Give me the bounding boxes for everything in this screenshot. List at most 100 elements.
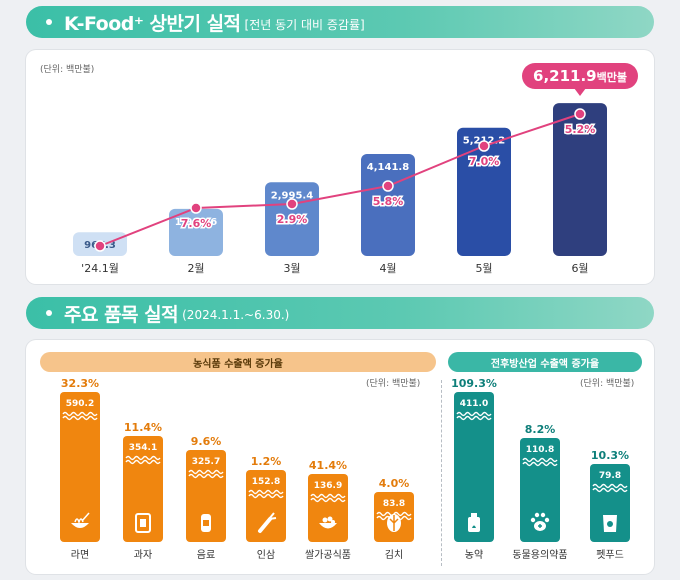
pesticide-icon [468, 513, 480, 532]
x-tick-3: 4월 [379, 262, 396, 275]
x-tick-4: 5월 [475, 262, 492, 275]
industry-label-2: 펫푸드 [596, 549, 624, 561]
item-1-wave-1 [125, 459, 161, 465]
industry-0-wave-0 [456, 411, 492, 417]
item-label-0: 라면 [71, 549, 89, 561]
item-growth-3: 1.2% [251, 455, 282, 468]
ginseng-icon [258, 512, 277, 533]
growth-label-1: 7.6% [181, 217, 212, 230]
industry-value-1: 110.8 [526, 445, 554, 455]
item-value-5: 83.8 [383, 499, 405, 509]
item-3-wave-1 [248, 493, 284, 499]
monthly-chart-panel: (단위: 백만불) 967.3'24.1월1,913.62월2,995.43월4… [26, 50, 654, 284]
industry-bar-1 [520, 438, 560, 542]
item-growth-4: 41.4% [309, 459, 347, 472]
bar-5 [553, 103, 607, 256]
snack-icon [135, 513, 151, 533]
item-value-3: 152.8 [252, 477, 280, 487]
item-bar-0 [60, 392, 100, 542]
item-0-wave-1 [62, 415, 98, 421]
growth-label-5: 5.2% [565, 123, 596, 136]
item-value-1: 354.1 [129, 443, 157, 453]
industry-bar-2 [590, 464, 630, 542]
section-title: K-Food⁺ 상반기 실적 [64, 12, 241, 35]
item-4-wave-1 [310, 497, 346, 503]
bar-1 [169, 208, 223, 256]
noodle-icon [71, 512, 90, 528]
industry-1-wave-1 [522, 461, 558, 467]
drink-icon [201, 514, 211, 532]
unit-label-right: (단위: 백만불) [580, 379, 635, 389]
bar-4 [457, 127, 511, 256]
growth-point-3 [382, 180, 394, 192]
bullet-dot [46, 19, 52, 25]
section-title: 주요 품목 실적 [64, 303, 179, 326]
item-growth-5: 4.0% [379, 477, 410, 490]
item-bar-1 [123, 436, 163, 542]
x-tick-1: 2월 [187, 262, 204, 275]
x-tick-2: 3월 [283, 262, 300, 275]
item-growth-0: 32.3% [61, 377, 99, 390]
item-label-5: 김치 [385, 549, 403, 561]
industry-label-1: 동물용의약품 [512, 549, 567, 561]
item-value-0: 590.2 [66, 399, 94, 409]
section-header-kfood: K-Food⁺ 상반기 실적 [전년 동기 대비 증감률] [26, 6, 654, 38]
industry-growth-1: 8.2% [525, 423, 556, 436]
item-growth-2: 9.6% [191, 435, 222, 448]
item-value-4: 136.9 [314, 481, 342, 491]
growth-point-2 [286, 198, 298, 210]
related-industry-title: 전후방산업 수출액 증가율 [448, 352, 642, 372]
section-header-items: 주요 품목 실적 (2024.1.1.~6.30.) [26, 297, 654, 329]
kimchi-icon [387, 514, 401, 532]
item-2-wave-1 [188, 473, 224, 479]
callout-value: 6,211.9백만불 [533, 67, 627, 85]
unit-label: (단위: 백만불) [40, 65, 95, 75]
monthly-bar-chart: 967.3'24.1월1,913.62월2,995.43월4,141.84월5,… [73, 63, 638, 275]
item-label-2: 음료 [197, 549, 215, 561]
industry-growth-2: 10.3% [591, 449, 629, 462]
callout-pointer [574, 88, 586, 96]
paw-plus-icon [530, 512, 550, 531]
agrifood-title: 농식품 수출액 증가율 [40, 352, 436, 372]
item-growth-1: 11.4% [124, 421, 162, 434]
divider [441, 380, 442, 566]
growth-label-2: 2.9% [277, 213, 308, 226]
bar-value-2: 2,995.4 [271, 190, 313, 201]
industry-value-0: 411.0 [460, 399, 488, 409]
growth-label-4: 7.0% [469, 155, 500, 168]
items-bar-chart: 590.2 32.3% 라면 354.1 11.4% 과자 325.7 9.6% 음료 152.8… [60, 377, 630, 561]
growth-line [99, 113, 581, 247]
industry-0-wave-1 [456, 415, 492, 421]
item-bar-3 [246, 470, 286, 542]
section-subtitle: [전년 동기 대비 증감률] [244, 17, 365, 32]
bar-value-3: 4,141.8 [367, 162, 409, 173]
item-1-wave-0 [125, 455, 161, 461]
item-label-4: 쌀가공식품 [305, 549, 351, 561]
growth-point-0 [94, 240, 106, 252]
section-subtitle: (2024.1.1.~6.30.) [182, 308, 290, 322]
callout-bubble [522, 63, 638, 89]
item-label-3: 인삼 [257, 549, 275, 561]
item-bar-4 [308, 474, 348, 542]
item-label-1: 과자 [134, 549, 152, 561]
item-0-wave-0 [62, 411, 98, 417]
industry-bar-0 [454, 392, 494, 542]
pet-food-icon [603, 515, 617, 532]
growth-point-5 [574, 108, 586, 120]
growth-point-1 [190, 202, 202, 214]
item-3-wave-0 [248, 489, 284, 495]
item-value-2: 325.7 [192, 457, 220, 467]
industry-2-wave-0 [592, 483, 628, 489]
x-tick-5: 6월 [571, 262, 588, 275]
item-2-wave-0 [188, 469, 224, 475]
industry-growth-0: 109.3% [451, 377, 497, 390]
bar-value-1: 1,913.6 [175, 217, 217, 228]
industry-1-wave-0 [522, 457, 558, 463]
unit-label-left: (단위: 백만불) [366, 379, 421, 389]
bullet-dot [46, 310, 52, 316]
industry-value-2: 79.8 [599, 471, 621, 481]
industry-label-0: 농약 [465, 549, 483, 561]
growth-label-3: 5.8% [373, 195, 404, 208]
industry-2-wave-1 [592, 487, 628, 493]
growth-point-4 [478, 140, 490, 152]
